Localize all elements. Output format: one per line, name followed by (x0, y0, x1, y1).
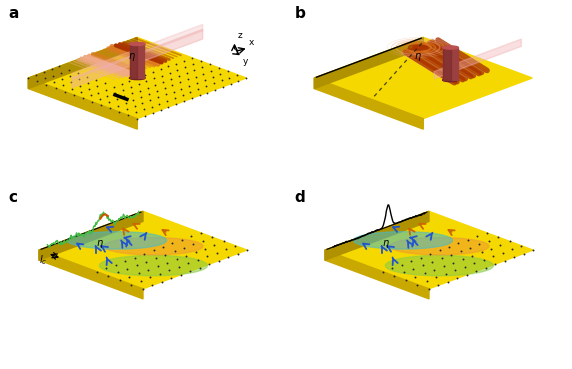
Text: η: η (129, 51, 134, 61)
Ellipse shape (67, 232, 166, 249)
Ellipse shape (386, 255, 494, 276)
Polygon shape (39, 211, 247, 289)
Text: η: η (383, 238, 389, 248)
Polygon shape (130, 44, 144, 78)
Polygon shape (72, 29, 202, 88)
Polygon shape (443, 48, 458, 80)
Polygon shape (314, 37, 423, 89)
Polygon shape (39, 211, 143, 260)
Text: η: η (415, 51, 420, 61)
Text: a: a (9, 6, 19, 21)
Polygon shape (314, 37, 533, 118)
Polygon shape (325, 211, 429, 260)
Polygon shape (28, 37, 247, 118)
Text: d: d (295, 190, 305, 205)
Text: c: c (9, 190, 18, 205)
Polygon shape (434, 39, 521, 79)
Ellipse shape (443, 79, 458, 82)
Text: $l_c$: $l_c$ (39, 253, 47, 267)
Polygon shape (72, 24, 202, 80)
Ellipse shape (129, 76, 145, 80)
Polygon shape (130, 44, 137, 78)
Polygon shape (28, 37, 137, 89)
Ellipse shape (104, 238, 203, 255)
Polygon shape (39, 250, 143, 299)
Text: y: y (243, 58, 248, 66)
Polygon shape (325, 250, 429, 299)
Ellipse shape (100, 255, 208, 276)
Polygon shape (325, 211, 533, 289)
Polygon shape (443, 48, 451, 80)
Text: b: b (295, 6, 305, 21)
Polygon shape (314, 78, 423, 129)
Polygon shape (28, 78, 137, 129)
Ellipse shape (390, 238, 489, 255)
Text: x: x (249, 38, 255, 47)
Ellipse shape (443, 46, 458, 49)
Ellipse shape (129, 42, 145, 45)
Ellipse shape (353, 232, 452, 249)
Text: z: z (237, 31, 242, 40)
Text: η: η (97, 238, 103, 248)
